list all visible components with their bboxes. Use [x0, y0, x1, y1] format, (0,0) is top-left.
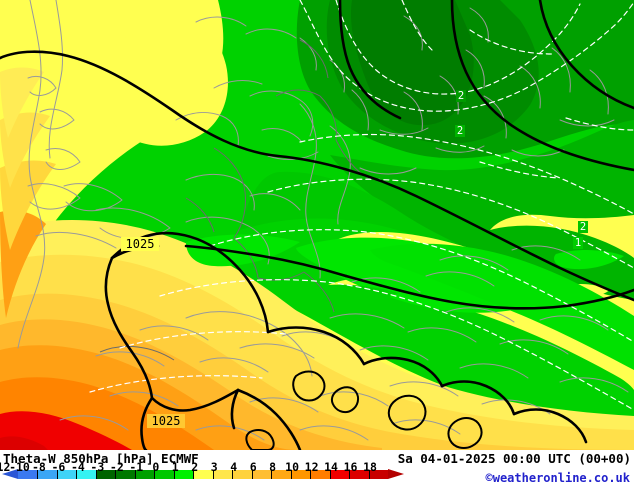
color-scale-divider — [251, 470, 253, 479]
color-scale-band--1-0 — [154, 470, 174, 479]
theta-band-red — [0, 411, 132, 450]
map-country-borders — [99, 39, 369, 361]
color-scale-tick-0: 0 — [152, 460, 160, 474]
color-scale-band-3-4 — [232, 470, 252, 479]
valid-time-label: Sa 04-01-2025 00:00 UTC (00+00) — [397, 451, 631, 466]
svg-text:2: 2 — [458, 90, 464, 102]
svg-text:2: 2 — [457, 125, 463, 137]
color-scale-divider — [56, 470, 58, 479]
color-scale-divider — [37, 470, 39, 479]
color-scale-band--12--10 — [18, 470, 38, 479]
color-scale-tick--3: -3 — [90, 460, 105, 474]
color-scale-tick-16: 16 — [343, 460, 358, 474]
color-scale-divider — [76, 470, 78, 479]
isobar-label-1025-b: 1025 — [152, 414, 181, 428]
color-scale-divider — [95, 470, 97, 479]
theta-band-deep-red — [0, 436, 48, 450]
color-scale-band--8--6 — [56, 470, 77, 479]
isobar-label-1025-a: 1025 — [126, 237, 155, 251]
color-scale-tick--1: -1 — [129, 460, 144, 474]
color-scale-tick-10: 10 — [285, 460, 300, 474]
color-scale-tick-14: 14 — [324, 460, 338, 474]
color-scale-band-0-1 — [173, 470, 194, 479]
map-canvas: 2 2 2 1 — [0, 0, 634, 450]
color-scale-tick--10: -10 — [9, 460, 30, 474]
color-scale-divider — [173, 470, 175, 479]
color-scale-tick-4: 4 — [230, 460, 238, 474]
map-borders — [17, 0, 629, 441]
color-scale-tick--2: -2 — [109, 460, 124, 474]
color-scale-tick-3: 3 — [210, 460, 218, 474]
color-scale-band--3--2 — [115, 470, 135, 479]
color-scale-tick--6: -6 — [51, 460, 66, 474]
color-scale-divider — [134, 470, 136, 479]
theta-contour-labels: 2 2 2 1 — [455, 90, 588, 249]
color-scale-divider — [212, 470, 214, 479]
color-scale-divider — [310, 470, 312, 479]
color-scale-tick-18: 18 — [363, 460, 377, 474]
color-scale-divider — [115, 470, 117, 479]
color-scale-divider — [154, 470, 156, 479]
svg-text:2: 2 — [580, 221, 586, 233]
color-scale-band-6-8 — [271, 470, 291, 479]
theta-band-left-warm — [0, 67, 56, 250]
color-scale-band-16-18 — [368, 470, 388, 479]
color-scale-divider — [349, 470, 351, 479]
color-scale-tick-6: 6 — [249, 460, 257, 474]
color-scale-band--10--8 — [37, 470, 57, 479]
color-scale-tick-8: 8 — [269, 460, 277, 474]
color-scale-band--6--4 — [76, 470, 96, 479]
weather-map[interactable]: 2 2 2 1 — [0, 0, 634, 450]
isobars — [0, 0, 634, 450]
color-scale-tick-12: 12 — [304, 460, 319, 474]
color-scale-tick-2: 2 — [191, 460, 199, 474]
color-scale-tick--8: -8 — [32, 460, 46, 474]
color-scale-divider — [368, 470, 370, 479]
color-scale-divider — [271, 470, 273, 479]
color-scale-divider — [193, 470, 195, 479]
theta-green-patch-w — [295, 284, 398, 307]
color-scale-tick--12: -12 — [0, 460, 11, 474]
color-scale-band--4--3 — [95, 470, 116, 479]
color-scale-tick-1: 1 — [171, 460, 179, 474]
color-scale-over-arrow — [388, 469, 404, 479]
color-scale-tick--4: -4 — [70, 460, 85, 474]
color-scale-band-12-14 — [329, 470, 350, 479]
color-scale-bar[interactable] — [2, 469, 404, 479]
map-footer: Theta-W 850hPa [hPa] ECMWF Sa 04-01-2025… — [0, 450, 634, 490]
parameter-title: Theta-W 850hPa [hPa] ECMWF — [3, 451, 199, 466]
color-scale-band-8-10 — [290, 470, 311, 479]
svg-text:1: 1 — [575, 237, 581, 249]
copyright-credit[interactable]: ©weatheronline.co.uk — [485, 471, 631, 485]
color-scale-under-arrow — [2, 469, 18, 479]
color-scale-band-4-6 — [251, 470, 272, 479]
color-scale-band-2-3 — [212, 470, 233, 479]
color-scale-divider — [232, 470, 234, 479]
isobar-labels: 1025 1025 — [121, 237, 185, 428]
color-scale-band-10-12 — [310, 470, 330, 479]
color-scale-band-14-16 — [349, 470, 369, 479]
color-scale-band--2--1 — [134, 470, 155, 479]
color-scale-divider — [290, 470, 292, 479]
theta-contours — [89, 0, 634, 411]
color-scale-divider — [329, 470, 331, 479]
color-scale-band-1-2 — [193, 470, 213, 479]
